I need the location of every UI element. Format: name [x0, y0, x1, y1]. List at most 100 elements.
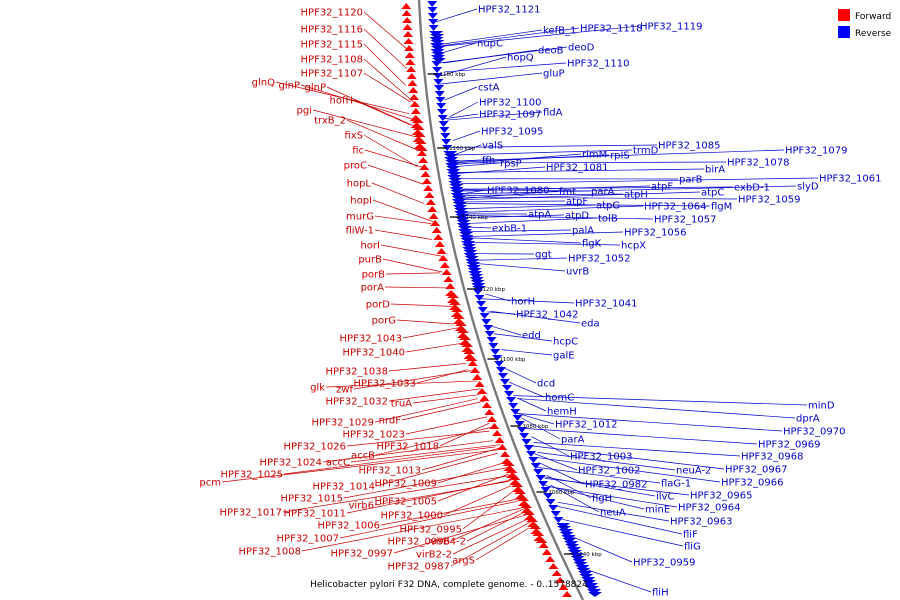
- reverse-leader-line: [451, 144, 658, 148]
- reverse-leader-line: [441, 27, 580, 47]
- reverse-gene-label-flig: fliG: [684, 542, 701, 553]
- forward-gene-label-hpf32-1026: HPF32_1026: [284, 442, 346, 453]
- reverse-leader-line: [517, 397, 547, 412]
- reverse-leader-line: [557, 501, 670, 522]
- reverse-leader-line: [455, 168, 705, 173]
- reverse-feature-arrow: [428, 19, 439, 25]
- reverse-feature-arrow: [550, 511, 561, 517]
- legend-reverse-label: Reverse: [855, 29, 892, 39]
- reverse-feature-arrow: [452, 202, 467, 207]
- forward-leader-line: [364, 149, 424, 168]
- reverse-gene-label-hpf32-0964: HPF32_0964: [678, 503, 740, 514]
- reverse-leader-line: [463, 191, 701, 200]
- reverse-feature-arrow: [431, 52, 446, 57]
- reverse-feature-arrow: [441, 139, 452, 145]
- scale-tick-label: 1120 kbp: [479, 287, 505, 293]
- forward-gene-label-pgi: pgi: [297, 106, 312, 117]
- reverse-gene-label-hpf32-0963: HPF32_0963: [670, 517, 732, 528]
- reverse-gene-label-hpf32-1119: HPF32_1119: [640, 22, 702, 33]
- reverse-gene-label-hpf32-1002: HPF32_1002: [578, 466, 640, 477]
- forward-gene-label-hpf32-1038: HPF32_1038: [326, 367, 388, 378]
- forward-leader-line: [312, 109, 419, 138]
- forward-feature-arrow: [508, 475, 521, 480]
- forward-feature-arrow: [517, 496, 530, 501]
- forward-leader-line: [301, 508, 521, 552]
- forward-gene-label-purb: purB: [358, 255, 382, 266]
- reverse-feature-arrow: [538, 481, 549, 487]
- forward-gene-label-hpf32-1115: HPF32_1115: [301, 40, 363, 51]
- forward-gene-label-args: argS: [452, 556, 475, 567]
- reverse-gene-label-ilvc: ilvC: [656, 492, 674, 503]
- forward-leader-line: [374, 398, 478, 423]
- forward-feature-arrow: [545, 556, 556, 562]
- reverse-gene-label-hpf32-1078: HPF32_1078: [727, 158, 789, 169]
- reverse-leader-line: [439, 72, 543, 85]
- reverse-leader-line: [538, 461, 585, 485]
- forward-feature-arrow: [408, 87, 419, 93]
- reverse-gene-label-mine: minE: [645, 505, 670, 516]
- forward-leader-line: [367, 164, 424, 185]
- reverse-leader-line: [460, 177, 819, 185]
- reverse-feature-arrow: [427, 1, 438, 7]
- forward-feature-arrow: [425, 199, 436, 205]
- forward-feature-arrow: [467, 360, 478, 366]
- reverse-gene-label-hpf32-1059: HPF32_1059: [738, 195, 800, 206]
- forward-leader-line: [450, 520, 533, 567]
- reverse-gene-label-hpf32-0968: HPF32_0968: [741, 452, 803, 463]
- reverse-leader-line: [458, 185, 651, 192]
- reverse-leader-line: [474, 262, 566, 272]
- reverse-gene-label-neua-2: neuA-2: [676, 466, 711, 477]
- forward-feature-arrow: [434, 241, 445, 247]
- reverse-gene-label-hpf32-1061: HPF32_1061: [819, 174, 881, 185]
- forward-feature-arrow: [403, 38, 414, 44]
- forward-feature-arrow: [441, 269, 452, 275]
- reverse-gene-label-flif: fliF: [683, 530, 698, 541]
- reverse-feature-arrow: [467, 268, 482, 273]
- forward-feature-arrow: [494, 437, 505, 443]
- forward-feature-arrow: [409, 101, 420, 107]
- reverse-leader-line: [572, 536, 633, 563]
- forward-feature-arrow: [459, 335, 472, 340]
- reverse-gene-label-hpf32-1056: HPF32_1056: [624, 228, 686, 239]
- forward-feature-arrow: [406, 73, 417, 79]
- reverse-gene-label-hpf32-1052: HPF32_1052: [568, 254, 630, 265]
- reverse-gene-label-hpf32-0966: HPF32_0966: [721, 478, 783, 489]
- forward-feature-arrow: [420, 171, 431, 177]
- reverse-gene-label-hpf32-0982: HPF32_0982: [585, 480, 647, 491]
- reverse-gene-label-atpd: atpD: [565, 211, 589, 222]
- reverse-leader-line: [493, 333, 553, 342]
- forward-leader-line: [437, 462, 505, 484]
- reverse-gene-label-dpra: dprA: [796, 414, 820, 425]
- forward-leader-line: [416, 369, 468, 384]
- forward-feature-arrow: [463, 349, 476, 354]
- reverse-feature-arrow: [512, 415, 523, 421]
- reverse-gene-label-flgm: flgM: [711, 202, 732, 213]
- reverse-feature-arrow: [476, 301, 487, 307]
- reverse-gene-label-para: parA: [591, 187, 615, 198]
- forward-feature-arrow: [477, 388, 488, 394]
- reverse-feature-arrow: [427, 7, 438, 13]
- forward-gene-label-proc: proC: [344, 161, 367, 172]
- reverse-feature-arrow: [548, 505, 559, 511]
- forward-feature-arrow: [427, 206, 438, 212]
- scale-tick-label: 1180 kbp: [440, 72, 466, 78]
- scale-tick-label: 1140 kbp: [462, 215, 488, 221]
- reverse-feature-arrow: [456, 220, 471, 225]
- forward-leader-line: [396, 319, 454, 325]
- reverse-feature-arrow: [576, 568, 591, 573]
- reverse-leader-line: [544, 478, 690, 496]
- reverse-gene-label-hpf32-1057: HPF32_1057: [654, 215, 716, 226]
- reverse-gene-label-dcd: dcd: [537, 379, 555, 390]
- reverse-gene-label-atpc: atpC: [701, 188, 724, 199]
- reverse-leader-line: [459, 205, 644, 213]
- reverse-feature-arrow: [454, 208, 469, 213]
- forward-leader-line: [421, 447, 502, 471]
- forward-feature-arrow: [551, 570, 562, 576]
- forward-leader-line: [363, 11, 409, 51]
- reverse-feature-arrow: [482, 325, 493, 331]
- reverse-leader-line: [469, 242, 621, 246]
- forward-gene-label-hpf32-1013: HPF32_1013: [359, 466, 421, 477]
- reverse-feature-arrow: [494, 361, 505, 367]
- forward-gene-label-hpf32-0997: HPF32_0997: [331, 549, 393, 560]
- reverse-feature-arrow: [526, 451, 537, 457]
